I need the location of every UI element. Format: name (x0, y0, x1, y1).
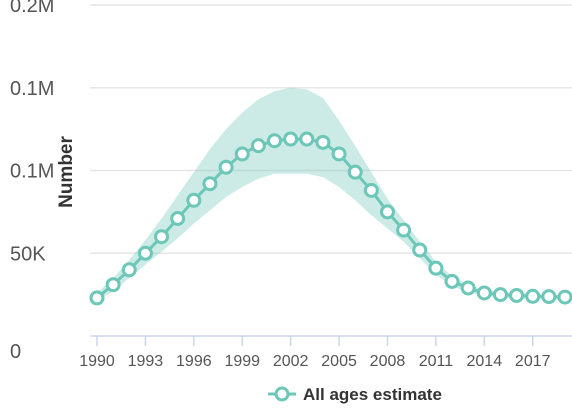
y-tick-label: 0.1M (10, 161, 54, 183)
x-tick-label: 2002 (273, 353, 309, 370)
data-point[interactable] (315, 134, 331, 150)
gridlines (90, 4, 572, 337)
x-tick-label: 2017 (515, 353, 551, 370)
data-point[interactable] (396, 222, 412, 238)
x-axis: 1990 1993 1996 1999 2002 2005 2008 2011 2014 2017 (79, 336, 551, 370)
y-tick-label: 0.2M (10, 0, 54, 17)
legend[interactable]: All ages estimate (268, 385, 442, 404)
x-tick-label: 2008 (370, 353, 406, 370)
legend-label: All ages estimate (303, 385, 442, 404)
data-point[interactable] (379, 204, 395, 220)
data-point[interactable] (299, 131, 315, 147)
confidence-band (97, 87, 565, 302)
data-point[interactable] (202, 176, 218, 192)
legend-marker-icon (274, 386, 290, 402)
data-point[interactable] (154, 229, 170, 245)
y-axis-label: Number (56, 136, 77, 208)
data-point[interactable] (460, 280, 476, 296)
data-point[interactable] (444, 273, 460, 289)
data-point[interactable] (105, 277, 121, 293)
data-point[interactable] (525, 288, 541, 304)
data-point[interactable] (428, 260, 444, 276)
data-point[interactable] (218, 159, 234, 175)
series-all-ages (89, 131, 572, 306)
x-tick-label: 1999 (224, 353, 260, 370)
data-point[interactable] (250, 138, 266, 154)
y-axis-ticks: 0 50K 0.1M 0.1M 0.2M (10, 0, 54, 363)
uncertainty-band (97, 87, 565, 302)
x-tick-label: 2014 (467, 353, 503, 370)
data-point[interactable] (170, 210, 186, 226)
data-point[interactable] (557, 289, 572, 305)
x-tick-label: 1990 (79, 353, 115, 370)
data-point[interactable] (283, 131, 299, 147)
data-point[interactable] (121, 262, 137, 278)
data-point[interactable] (89, 290, 105, 306)
data-point[interactable] (412, 242, 428, 258)
data-point[interactable] (331, 146, 347, 162)
y-tick-label: 50K (10, 243, 46, 265)
data-point[interactable] (234, 146, 250, 162)
data-point[interactable] (137, 245, 153, 261)
data-point[interactable] (363, 182, 379, 198)
x-tick-label: 1993 (128, 353, 164, 370)
y-tick-label: 0.1M (10, 78, 54, 100)
data-point[interactable] (492, 287, 508, 303)
data-point[interactable] (476, 285, 492, 301)
x-tick-label: 2011 (419, 353, 454, 370)
data-point[interactable] (267, 133, 283, 149)
data-point[interactable] (186, 192, 202, 208)
data-point[interactable] (347, 164, 363, 180)
y-tick-label: 0 (10, 341, 21, 363)
x-tick-label: 2005 (321, 353, 357, 370)
x-tick-label: 1996 (176, 353, 212, 370)
data-point[interactable] (541, 289, 557, 305)
data-point[interactable] (509, 287, 525, 303)
